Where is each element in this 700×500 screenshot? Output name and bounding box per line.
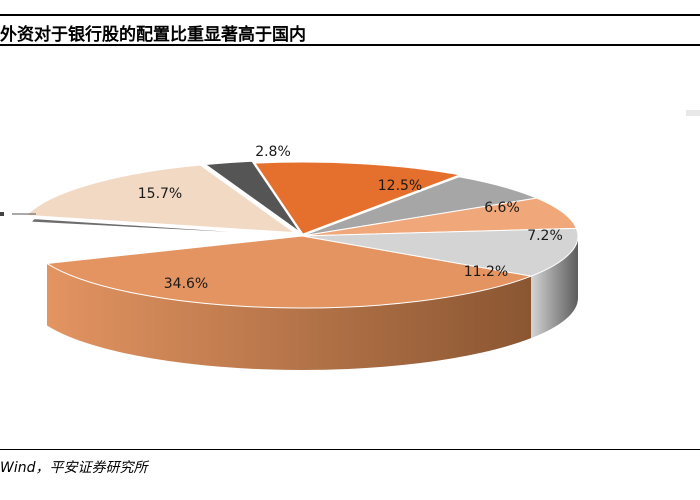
cropped-label-fragment — [0, 212, 4, 216]
footer-rule — [0, 449, 700, 450]
slice-label: 11.2% — [464, 264, 508, 280]
pie-slice — [204, 160, 301, 233]
source-note: Wind，平安证券研究所 — [0, 460, 148, 476]
slice-label: 2.8% — [255, 144, 291, 160]
pie-slice — [301, 197, 578, 237]
slice-label: 15.7% — [138, 186, 182, 202]
pie-slice — [30, 218, 303, 237]
slice-side — [47, 263, 532, 370]
slice-label: 34.6% — [164, 276, 208, 292]
pie-slice — [301, 176, 539, 237]
pie-slice — [301, 227, 579, 277]
slice-label: 12.5% — [378, 178, 422, 194]
pie-slice — [45, 235, 533, 309]
pie-slice — [25, 164, 297, 234]
edge-fragment — [686, 110, 700, 116]
slice-label: 7.2% — [527, 228, 563, 244]
title-bar: 外资对于银行股的配置比重显著高于国内 — [0, 14, 700, 46]
slice-side — [531, 236, 578, 339]
chart-title: 外资对于银行股的配置比重显著高于国内 — [0, 25, 306, 45]
pie-slice — [254, 161, 462, 235]
slice-label: 6.6% — [484, 200, 520, 216]
